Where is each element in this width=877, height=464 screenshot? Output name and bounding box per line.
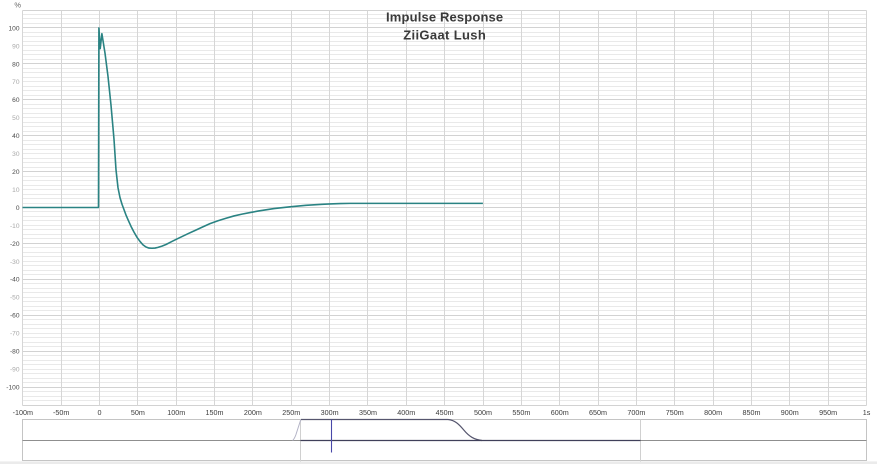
svg-text:20: 20 [12,169,20,176]
svg-text:-80: -80 [10,349,20,356]
svg-text:450m: 450m [436,408,454,417]
svg-text:50: 50 [12,115,20,122]
svg-text:-20: -20 [10,241,20,248]
svg-text:-100: -100 [6,384,20,391]
svg-text:750m: 750m [666,408,684,417]
svg-text:10: 10 [12,187,20,194]
svg-text:-40: -40 [10,277,20,284]
svg-text:-100m: -100m [13,408,33,417]
svg-text:600m: 600m [551,408,569,417]
svg-text:30: 30 [12,151,20,158]
svg-text:200m: 200m [244,408,262,417]
svg-text:-90: -90 [10,366,20,373]
svg-text:350m: 350m [359,408,377,417]
svg-text:-50: -50 [10,295,20,302]
svg-text:0: 0 [16,205,20,212]
svg-text:900m: 900m [781,408,799,417]
svg-text:-60: -60 [10,313,20,320]
svg-text:90: 90 [12,43,20,50]
svg-text:60: 60 [12,97,20,104]
svg-text:850m: 850m [742,408,760,417]
svg-text:50m: 50m [131,408,145,417]
svg-text:800m: 800m [704,408,722,417]
svg-text:Impulse Response: Impulse Response [386,10,503,25]
svg-text:-30: -30 [10,259,20,266]
svg-text:550m: 550m [512,408,530,417]
svg-text:100: 100 [8,25,19,32]
svg-text:650m: 650m [589,408,607,417]
svg-text:40: 40 [12,133,20,140]
svg-text:-50m: -50m [53,408,69,417]
svg-text:-10: -10 [10,223,20,230]
svg-text:400m: 400m [397,408,415,417]
svg-text:-70: -70 [10,331,20,338]
svg-text:150m: 150m [206,408,224,417]
svg-text:500m: 500m [474,408,492,417]
svg-text:950m: 950m [819,408,837,417]
svg-text:70: 70 [12,79,20,86]
svg-text:0: 0 [98,408,102,417]
svg-text:80: 80 [12,61,20,68]
svg-text:100m: 100m [167,408,185,417]
svg-text:300m: 300m [321,408,339,417]
svg-text:1s: 1s [863,408,871,417]
svg-text:250m: 250m [282,408,300,417]
svg-text:ZiiGaat Lush: ZiiGaat Lush [403,28,486,43]
svg-text:700m: 700m [627,408,645,417]
svg-text:%: % [14,1,21,10]
